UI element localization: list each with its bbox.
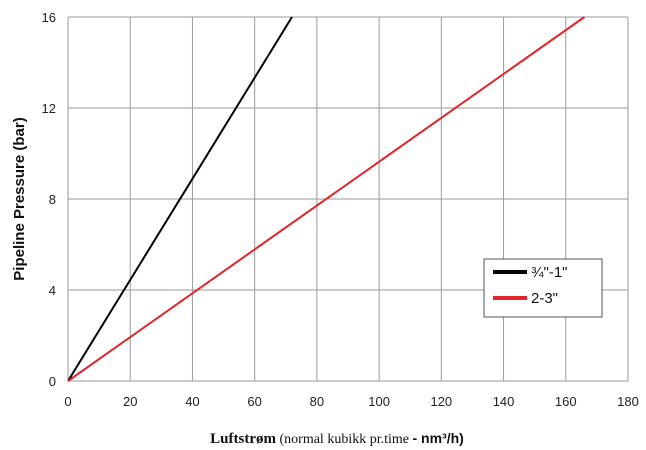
x-tick-label: 60 [247,394,261,409]
x-tick-label: 40 [185,394,199,409]
x-axis-label-normal: (normal kubikk pr.time [276,432,412,447]
y-tick-label: 16 [42,10,56,25]
y-tick-label: 4 [49,283,56,298]
x-tick-label: 80 [310,394,324,409]
x-axis-label: Luftstrøm (normal kubikk pr.time - nm³/h… [210,430,464,447]
y-axis-label: Pipeline Pressure (bar) [11,117,28,280]
x-axis-label-unit: - nm³/h) [412,430,463,446]
series-line-1 [67,16,293,382]
series-line-2 [67,16,586,382]
y-tick-label: 12 [42,101,56,116]
grid [67,16,629,382]
x-tick-label: 160 [555,394,577,409]
x-tick-label: 120 [430,394,452,409]
legend-label-series-2: 2-3" [531,290,558,307]
x-tick-label: 0 [64,394,71,409]
legend-box [483,258,603,318]
y-tick-label: 0 [49,374,56,389]
tick-labels: 0 20 40 60 80 100 120 140 160 180 0 4 8 12 16 [42,10,639,409]
legend-label-series-1: ¾"-1" [531,264,568,281]
x-tick-label: 180 [617,394,639,409]
x-axis-label-bold: Luftstrøm [210,431,276,447]
x-tick-label: 100 [368,394,390,409]
x-tick-label: 20 [123,394,137,409]
y-tick-label: 8 [49,192,56,207]
legend: ¾"-1" 2-3" [483,258,603,318]
x-tick-label: 140 [493,394,515,409]
series-layer [67,16,586,382]
